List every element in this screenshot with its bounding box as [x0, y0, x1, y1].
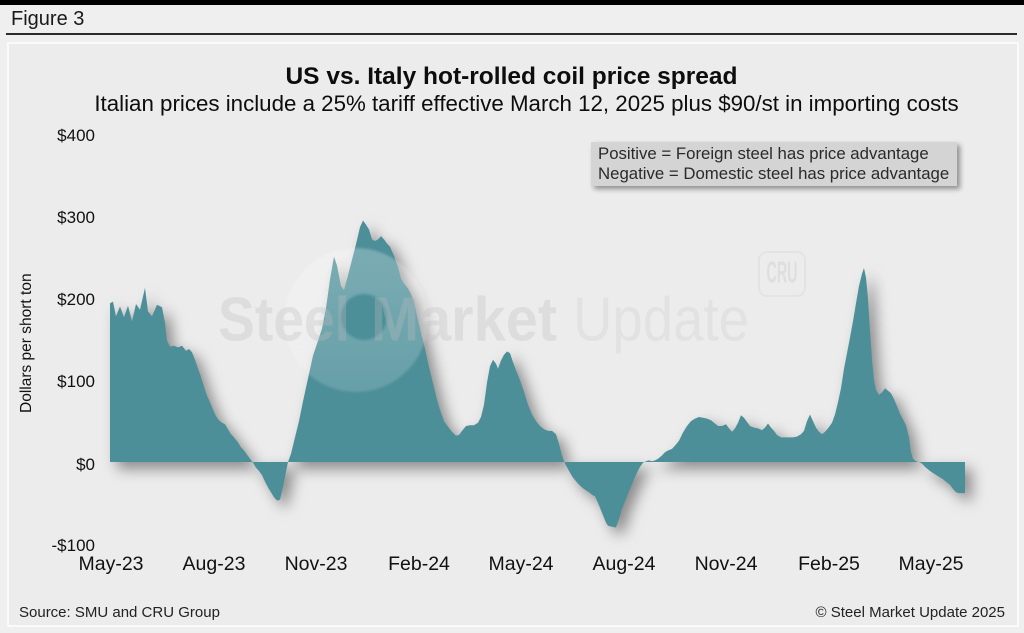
- svg-text:Update: Update: [573, 286, 749, 355]
- svg-text:Steel: Steel: [218, 286, 350, 355]
- svg-text:Market: Market: [371, 286, 557, 355]
